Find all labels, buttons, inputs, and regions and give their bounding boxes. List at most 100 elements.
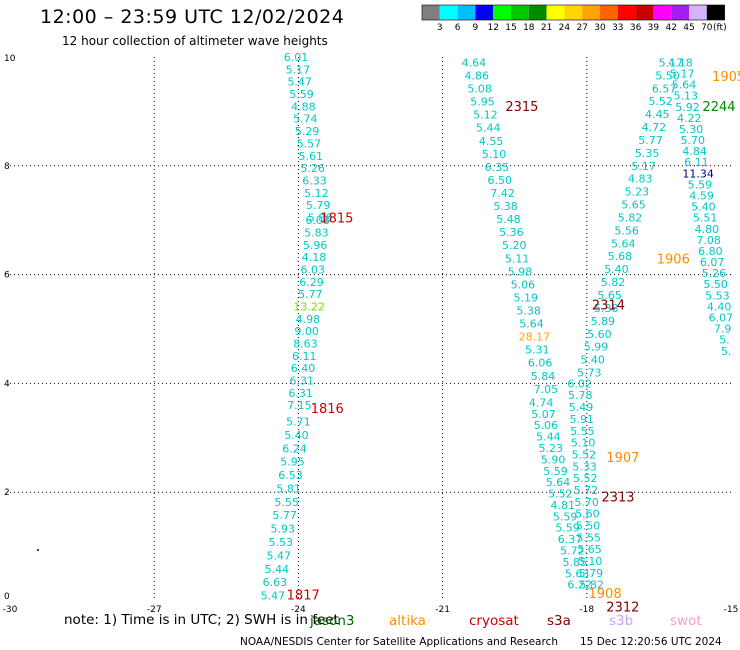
- wave-height-label: 5.63: [565, 567, 590, 580]
- satellite-legend-s3b: s3b: [609, 613, 634, 629]
- wave-height-label: 5.: [719, 334, 730, 347]
- pass-label: 2314: [592, 299, 625, 314]
- colorbar-label: 39: [648, 23, 660, 33]
- wave-height-label: 7.15: [287, 399, 312, 412]
- wave-height-label: 4.64: [462, 56, 487, 69]
- wave-height-label: 5.10: [578, 555, 603, 568]
- wave-height-label: 6.07: [700, 256, 725, 269]
- x-tick-label: -15: [724, 605, 739, 615]
- wave-height-label: 5.86: [308, 211, 333, 224]
- wave-height-label: 5.82: [618, 211, 643, 224]
- wave-height-label: 4.22: [677, 112, 702, 125]
- wave-height-label: 5.12: [304, 187, 329, 200]
- wave-height-label: 5.17: [286, 63, 311, 76]
- wave-height-label: 5.82: [579, 579, 604, 592]
- colorbar-swatch: [422, 5, 440, 20]
- wave-height-label: 5.77: [298, 288, 323, 301]
- wave-height-label: 6.57: [652, 82, 677, 95]
- page-subtitle: 12 hour collection of altimeter wave hei…: [62, 34, 328, 48]
- wave-height-label: 5.98: [508, 265, 533, 278]
- colorbar-swatch: [689, 5, 707, 20]
- wave-height-label: 7.9: [714, 323, 732, 336]
- colorbar-swatch: [546, 5, 565, 20]
- colorbar-label: 30: [594, 23, 606, 33]
- wave-height-label: 6.29: [299, 276, 324, 289]
- satellite-legend-jason3: jason3: [310, 613, 355, 629]
- wave-height-label: 9.00: [294, 325, 319, 338]
- wave-height-label: 5.60: [587, 328, 612, 341]
- wave-height-label: 5.48: [496, 213, 521, 226]
- colorbar-label: 45: [683, 23, 694, 33]
- colorbar-label: 27: [576, 23, 587, 33]
- wave-height-label: 5.20: [502, 239, 527, 252]
- wave-height-label: 5.10: [482, 148, 507, 161]
- wave-height-label: 5.77: [272, 509, 297, 522]
- wave-height-label: 5.26: [702, 267, 727, 280]
- colorbar-label: 70: [701, 23, 713, 33]
- wave-height-label: 5.31: [525, 344, 550, 357]
- colorbar-unit: (ft): [713, 23, 727, 33]
- wave-height-label: 5.06: [534, 419, 559, 432]
- wave-height-label: 6.80: [698, 245, 723, 258]
- wave-height-label: 5.90: [541, 453, 566, 466]
- wave-height-label: 5.38: [594, 302, 619, 315]
- wave-height-label: 5.64: [546, 476, 571, 489]
- wave-height-label: 11.34: [682, 167, 714, 180]
- wave-height-label: 5.11: [505, 252, 530, 265]
- wave-height-label: 6.02: [567, 377, 592, 390]
- wave-height-label: 13.22: [293, 301, 325, 314]
- wave-height-label: 5.72: [574, 484, 599, 497]
- wave-height-label: 5.72: [560, 545, 585, 558]
- wave-height-label: 4.18: [302, 251, 327, 264]
- wave-height-label: 5.70: [574, 496, 599, 509]
- wave-height-label: 6.50: [488, 174, 513, 187]
- wave-height-label: 4.81: [551, 499, 576, 512]
- satellite-legend-s3a: s3a: [547, 613, 571, 629]
- wave-height-label: 4.88: [291, 100, 316, 113]
- wave-height-label: 5.73: [577, 367, 602, 380]
- wave-height-label: 5.64: [611, 237, 636, 250]
- wave-height-label: 6.03: [301, 264, 326, 277]
- wave-height-label: 5.08: [467, 83, 492, 96]
- wave-height-label: 5.47: [261, 590, 286, 603]
- wave-height-label: 28.17: [519, 331, 551, 344]
- colorbar-label: 18: [523, 23, 535, 33]
- wave-height-label: 6.35: [485, 161, 510, 174]
- wave-height-label: 5.47: [287, 76, 312, 89]
- marker-dot: [37, 549, 39, 551]
- wave-height-label: 4.72: [642, 121, 667, 134]
- x-tick-label: -21: [435, 605, 450, 615]
- wave-height-label: 6.11: [684, 156, 709, 169]
- wave-height-label: 5.50: [655, 69, 680, 82]
- wave-height-label: 4.40: [707, 300, 732, 313]
- colorbar-swatch: [564, 5, 583, 20]
- pass-label: 2312: [606, 600, 639, 615]
- y-tick-label: 10: [4, 54, 16, 64]
- wave-height-label: 7.05: [534, 383, 559, 396]
- wave-height-label: 5.44: [476, 122, 501, 135]
- colorbar-swatch: [635, 5, 654, 20]
- wave-height-label: 5.52: [573, 472, 598, 485]
- wave-height-label: 8.63: [293, 338, 318, 351]
- wave-height-label: 5.83: [304, 227, 329, 240]
- wave-height-label: 6.63: [263, 576, 288, 589]
- wave-height-label: 5.40: [604, 263, 629, 276]
- wave-height-label: 5.23: [539, 442, 564, 455]
- wave-height-label: 6.37: [558, 533, 583, 546]
- colorbar-swatch: [617, 5, 636, 20]
- wave-height-label: 5.44: [536, 431, 561, 444]
- wave-height-label: 5.56: [614, 224, 639, 237]
- wave-height-label: 5.81: [276, 482, 301, 495]
- y-tick-label: 4: [4, 379, 10, 389]
- pass-label: 1817: [287, 588, 320, 603]
- wave-height-label: 5.85: [563, 556, 588, 569]
- x-tick-label: -27: [147, 605, 162, 615]
- colorbar-label: 21: [541, 23, 552, 33]
- satellite-legend-altika: altika: [389, 613, 426, 629]
- y-tick-label: 8: [4, 162, 10, 172]
- wave-height-label: 6.01: [284, 51, 309, 64]
- wave-height-label: 5.07: [531, 408, 556, 421]
- wave-height-label: 5.13: [674, 90, 699, 103]
- wave-height-label: 5.35: [635, 147, 660, 160]
